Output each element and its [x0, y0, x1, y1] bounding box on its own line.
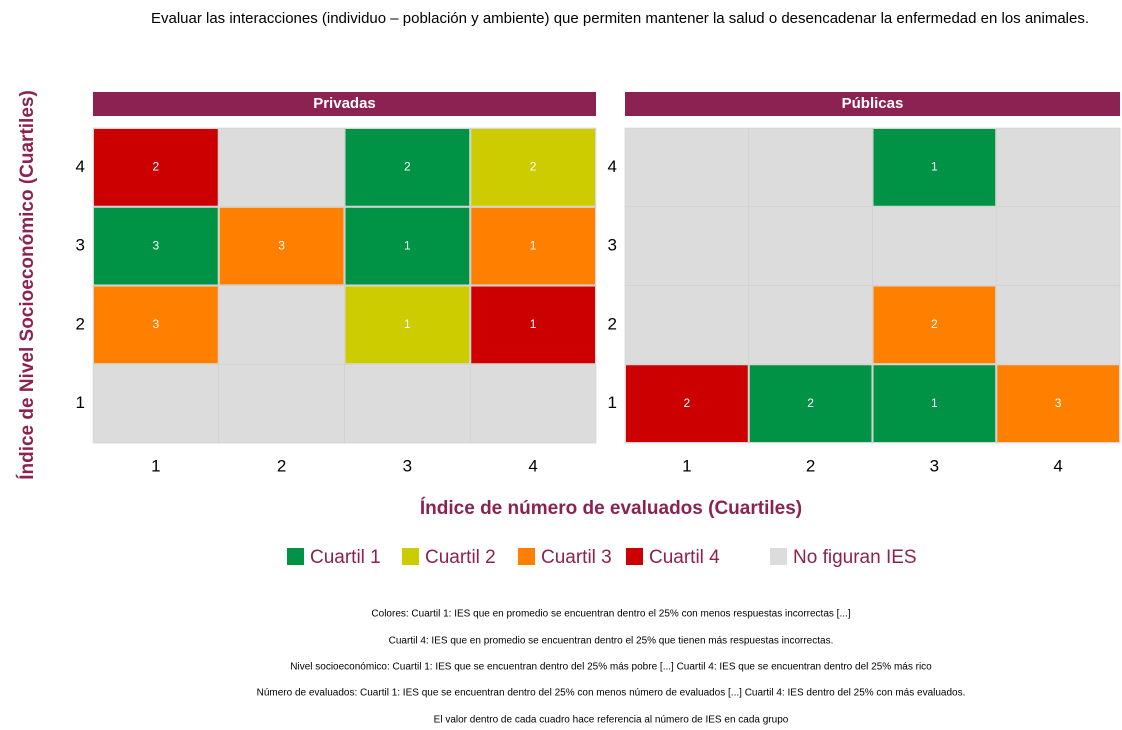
facet-title: Privadas	[313, 95, 376, 112]
cell-label: 2	[404, 160, 411, 174]
footnote: Cuartil 4: IES que en promedio se encuen…	[389, 636, 834, 647]
heat-cell	[471, 286, 595, 364]
y-tick-label: 3	[608, 236, 617, 255]
legend-label: Cuartil 1	[310, 547, 381, 568]
footnote: El valor dentro de cada cuadro hace refe…	[434, 715, 789, 726]
heat-cell	[873, 129, 996, 206]
x-tick-label: 2	[806, 456, 815, 475]
x-tick-label: 4	[1053, 456, 1062, 475]
cell-label: 1	[404, 238, 411, 252]
x-tick-label: 3	[930, 456, 939, 475]
y-tick-label: 1	[608, 393, 617, 412]
legend-swatch	[518, 548, 535, 565]
heat-cell	[873, 286, 996, 364]
cell-label: 3	[1055, 396, 1062, 410]
facet-strip	[625, 92, 1120, 116]
cell-label: 2	[931, 317, 938, 331]
empty-cell	[995, 363, 1121, 444]
heat-cell	[219, 207, 344, 285]
x-axis-label: Índice de número de evaluados (Cuartiles…	[420, 497, 802, 519]
cell-label: 3	[153, 317, 160, 331]
heat-cell	[94, 286, 218, 364]
legend-swatch	[287, 548, 304, 565]
cell-label: 1	[931, 396, 938, 410]
heat-cell	[345, 286, 470, 364]
heat-cell	[94, 129, 218, 206]
y-axis-label: Índice de Nivel Socioeconómico (Cuartile…	[16, 90, 38, 480]
heat-cell	[471, 207, 595, 285]
cell-label: 2	[684, 396, 691, 410]
x-tick-label: 4	[528, 456, 537, 475]
y-tick-label: 4	[608, 157, 617, 176]
y-tick-label: 3	[76, 236, 85, 255]
x-tick-label: 1	[682, 456, 691, 475]
heat-cell	[345, 129, 470, 206]
footnote: Nivel socioeconómico: Cuartil 1: IES que…	[290, 662, 932, 673]
legend-swatch	[626, 548, 643, 565]
y-tick-label: 4	[76, 157, 85, 176]
heat-cell	[626, 365, 748, 442]
heat-cell	[345, 207, 470, 285]
chart-title: Evaluar las interacciones (individuo – p…	[150, 10, 1090, 27]
legend-label: Cuartil 2	[425, 547, 496, 568]
heat-cell	[873, 365, 996, 442]
cell-label: 3	[278, 238, 285, 252]
cell-label: 2	[807, 396, 814, 410]
x-tick-label: 2	[277, 456, 286, 475]
x-tick-label: 3	[403, 456, 412, 475]
legend-label: Cuartil 4	[649, 547, 720, 568]
x-tick-label: 1	[151, 456, 160, 475]
y-tick-label: 2	[608, 314, 617, 333]
cell-label: 1	[530, 238, 537, 252]
cell-label: 1	[404, 317, 411, 331]
y-tick-label: 2	[76, 314, 85, 333]
legend-swatch	[770, 548, 787, 565]
cell-label: 2	[530, 160, 537, 174]
facet-title: Públicas	[842, 95, 904, 112]
cell-label: 1	[931, 160, 938, 174]
cell-label: 1	[530, 317, 537, 331]
cell-label: 2	[153, 160, 160, 174]
footnote: Número de evaluados: Cuartil 1: IES que …	[257, 688, 966, 699]
footnote: Colores: Cuartil 1: IES que en promedio …	[371, 609, 850, 620]
empty-cell	[469, 363, 597, 444]
heat-cell	[471, 129, 595, 206]
heat-cell	[997, 365, 1119, 442]
heat-cell	[749, 365, 872, 442]
legend-swatch	[402, 548, 419, 565]
facet-strip	[93, 92, 596, 116]
y-tick-label: 1	[76, 393, 85, 412]
cell-label: 3	[153, 238, 160, 252]
legend-label: No figuran IES	[793, 547, 917, 568]
heat-cell	[94, 207, 218, 285]
legend-label: Cuartil 3	[541, 547, 612, 568]
